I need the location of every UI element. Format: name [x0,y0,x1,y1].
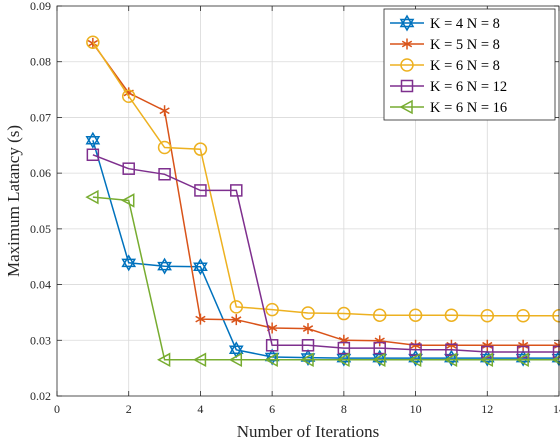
data-point [516,309,530,323]
data-point [86,35,100,49]
y-tick-label: 0.02 [30,389,51,403]
series [85,189,560,368]
y-tick-label: 0.07 [30,110,51,124]
y-tick-label: 0.05 [30,222,51,236]
y-tick-label: 0.06 [30,166,51,180]
data-point [159,105,170,117]
data-point [265,339,279,352]
data-point [229,300,244,314]
y-tick-label: 0.09 [30,0,51,13]
data-point [372,352,386,368]
data-point [516,345,530,359]
data-point [301,339,315,352]
data-point [265,302,279,317]
series [86,148,560,359]
data-point [399,14,415,32]
data-point [86,148,100,162]
legend-item: K = 4 N = 8 [390,14,500,32]
legend-item: K = 6 N = 12 [390,79,507,95]
data-point [337,341,351,355]
x-tick-label: 14 [553,402,560,416]
data-point [400,79,414,93]
plot-frame [56,5,560,397]
data-point [193,142,208,156]
legend-item: K = 6 N = 16 [390,99,507,116]
x-axis-title: Number of Iterations [237,422,380,440]
data-point [399,99,413,115]
data-point [400,58,414,72]
data-point [446,339,457,351]
legend-item: K = 6 N = 8 [390,58,500,74]
data-point [157,257,172,275]
data-point [336,352,350,368]
data-point [264,352,278,368]
data-point [409,343,422,357]
data-point [408,308,423,322]
data-point [302,323,314,335]
data-point [192,352,207,368]
legend-label: K = 6 N = 16 [430,100,507,116]
x-tick-label: 12 [481,402,493,416]
tick-labels: 0 2 4 6 8 10 12 14 0.02 0.03 0.04 0.05 0.06 0.07 0.08 0… [30,0,560,416]
legend-label: K = 6 N = 12 [430,79,507,95]
data-point [479,352,494,368]
x-tick-label: 10 [410,402,422,416]
x-tick-label: 8 [341,402,347,416]
data-point [410,339,421,351]
legend-label: K = 4 N = 8 [430,16,500,32]
data-point [444,308,459,322]
y-tick-label: 0.03 [30,333,51,347]
data-point [551,355,560,365]
y-tick-label: 0.08 [30,55,51,69]
data-point [228,341,244,359]
data-point [480,309,495,323]
data-point [231,314,242,326]
data-point [408,352,422,368]
data-point [158,168,171,181]
y-axis-title: Maximum Latancy (s) [4,125,23,277]
data-point [194,184,207,197]
data-point [443,352,458,368]
data-point [301,306,315,320]
data-point [337,306,351,321]
data-point [401,38,413,50]
x-tick-label: 0 [54,402,60,416]
data-point [228,352,243,368]
data-point [85,189,99,205]
x-tick-label: 4 [197,402,203,416]
legend-label: K = 5 N = 8 [430,37,500,53]
y-tick-label: 0.04 [30,278,51,292]
data-point [481,345,494,359]
data-point [157,140,172,155]
data-point [373,341,386,355]
data-point [515,352,529,368]
legend: K = 4 N = 8 K = 5 N = 8 K = 6 N = 8 K = 6 N… [383,8,556,121]
data-point [195,313,206,325]
data-point [85,131,101,149]
data-point [193,258,208,276]
data-point [300,352,314,368]
legend-label: K = 6 N = 8 [430,58,500,74]
data-point [121,89,136,104]
series-layer [85,35,560,368]
data-point [122,162,135,175]
axis-ticks [56,5,560,397]
data-point [445,343,458,357]
x-tick-label: 6 [269,402,275,416]
data-point [157,352,171,368]
data-point [372,308,387,322]
data-point [121,193,135,208]
x-tick-label: 2 [126,402,132,416]
legend-item: K = 5 N = 8 [390,37,500,53]
data-point [230,184,243,197]
data-point [121,254,137,272]
